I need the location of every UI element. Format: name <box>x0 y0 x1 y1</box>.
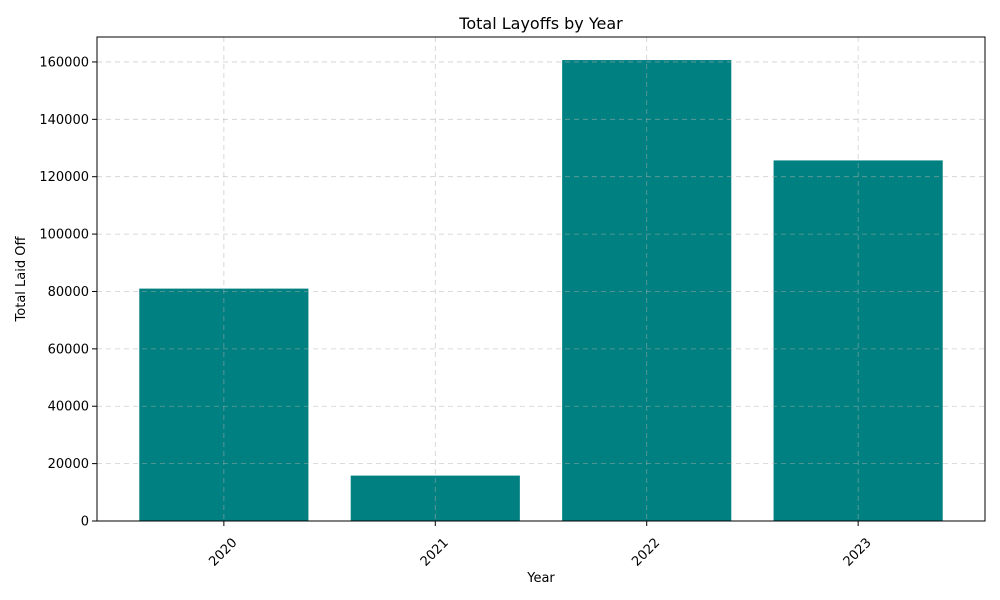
grid-overlay <box>97 37 985 522</box>
bars <box>139 60 943 521</box>
y-tick-label: 60000 <box>48 342 89 357</box>
y-tick-label: 0 <box>81 515 89 530</box>
plot-frame <box>96 36 986 522</box>
y-tick-label: 160000 <box>39 55 89 70</box>
y-tick-label: 100000 <box>39 228 89 243</box>
bar-2023 <box>773 160 943 521</box>
x-tick-label: 2020 <box>206 536 240 570</box>
x-tick-label: 2021 <box>418 536 452 570</box>
y-tick-label: 20000 <box>48 457 89 472</box>
x-axis: 2020 2021 2022 2023 <box>206 521 875 570</box>
x-tick-label: 2022 <box>629 536 663 570</box>
x-tick-label: 2023 <box>841 536 875 570</box>
y-axis-label: Total Laid Off <box>14 236 29 323</box>
y-tick-label: 140000 <box>39 113 89 128</box>
y-axis: 0 20000 40000 60000 80000 100000 120000 140000 1… <box>39 55 97 530</box>
chart-title: Total Layoffs by Year <box>458 14 623 33</box>
y-tick-label: 80000 <box>48 285 89 300</box>
y-tick-label: 40000 <box>48 400 89 415</box>
bar-2020 <box>139 288 309 521</box>
x-axis-label: Year <box>526 571 555 586</box>
y-tick-label: 120000 <box>39 170 89 185</box>
